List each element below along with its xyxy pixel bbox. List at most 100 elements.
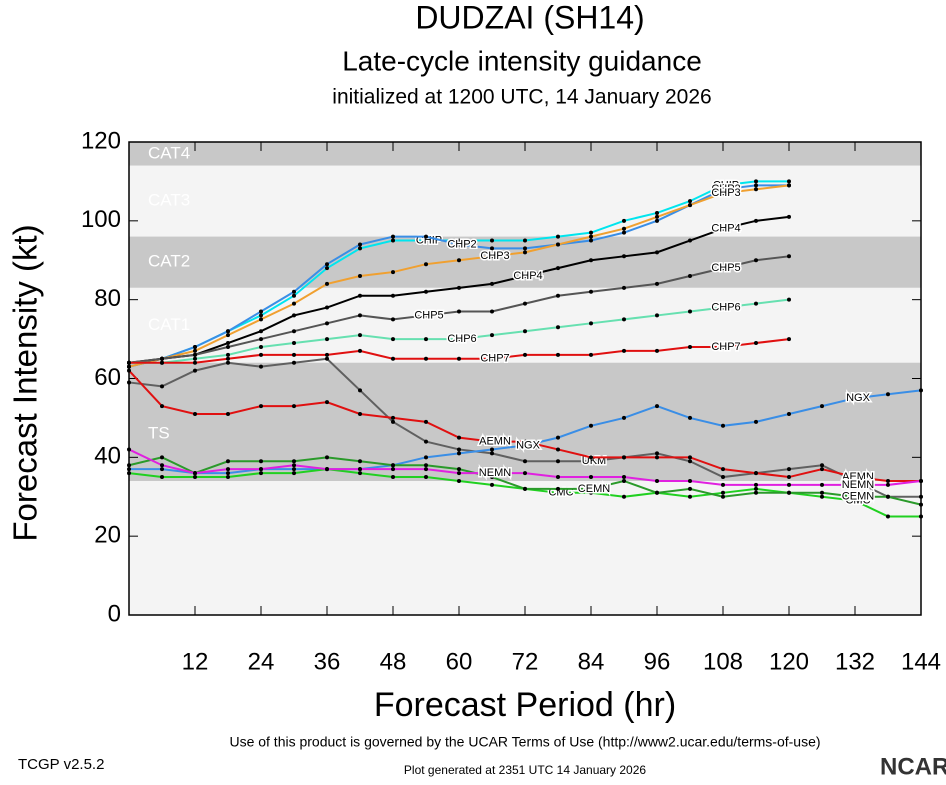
series-point [721, 494, 725, 499]
series-point [754, 341, 758, 346]
series-label: NEMN [842, 479, 874, 491]
y-tick-label: 100 [81, 206, 121, 233]
x-tick-label: 24 [248, 648, 275, 675]
series-point [358, 471, 362, 476]
series-point [358, 242, 362, 247]
series-point [688, 478, 692, 483]
series-point [523, 439, 527, 444]
series-point [490, 356, 494, 361]
series-point [919, 502, 923, 507]
series-point [556, 459, 560, 464]
series-label: AEMN [842, 471, 874, 483]
series-point [358, 293, 362, 298]
series-point [754, 187, 758, 192]
series-point [193, 352, 197, 357]
series-point [886, 482, 890, 487]
series-point [358, 459, 362, 464]
series-point [391, 337, 395, 342]
series-point [688, 494, 692, 499]
series-point [523, 238, 527, 243]
series-point [358, 274, 362, 279]
series-point [655, 348, 659, 353]
series-point [292, 459, 296, 464]
series-point [589, 238, 593, 243]
band-label: CAT3 [148, 191, 190, 210]
series-point [391, 317, 395, 322]
series-point [655, 451, 659, 456]
series-point [556, 447, 560, 452]
series-point [886, 392, 890, 397]
series-point [457, 467, 461, 472]
series-point [820, 404, 824, 409]
series-point [787, 254, 791, 259]
series-point [160, 404, 164, 409]
series-point [325, 321, 329, 326]
series-point [655, 404, 659, 409]
series-point [688, 486, 692, 491]
series-point [193, 411, 197, 416]
series-point [259, 404, 263, 409]
series-point [523, 471, 527, 476]
series-point [358, 313, 362, 318]
series-label: CEMN [842, 491, 874, 503]
series-point [391, 234, 395, 239]
series-point [292, 341, 296, 346]
series-point [226, 356, 230, 361]
series-point [919, 388, 923, 393]
series-point [226, 344, 230, 349]
series-point [457, 309, 461, 314]
series-point [424, 439, 428, 444]
series-point [787, 411, 791, 416]
series-point [457, 435, 461, 440]
series-point [424, 356, 428, 361]
series-point [721, 305, 725, 310]
series-point [820, 482, 824, 487]
series-point [622, 415, 626, 420]
series-point [919, 478, 923, 483]
series-point [853, 475, 857, 480]
band-label: TS [148, 423, 170, 442]
series-point [226, 475, 230, 480]
series-point [226, 411, 230, 416]
series-point [127, 463, 131, 468]
series-point [721, 187, 725, 192]
y-tick-label: 80 [94, 285, 121, 312]
series-point [655, 250, 659, 255]
series-point [688, 415, 692, 420]
intensity-band [129, 165, 921, 237]
series-point [259, 309, 263, 314]
series-point [160, 455, 164, 460]
series-point [589, 258, 593, 263]
y-tick-label: 120 [81, 127, 121, 154]
series-point [556, 352, 560, 357]
series-point [721, 191, 725, 196]
series-point [688, 238, 692, 243]
series-point [226, 471, 230, 476]
series-label: CHP7 [711, 341, 740, 353]
series-point [127, 467, 131, 472]
series-point [787, 467, 791, 472]
series-point [325, 455, 329, 460]
series-point [358, 348, 362, 353]
series-point [589, 455, 593, 460]
series-point [160, 384, 164, 389]
series-point [655, 218, 659, 223]
series-label: NGX [846, 392, 871, 404]
series-point [358, 246, 362, 251]
series-point [226, 459, 230, 464]
series-point [622, 285, 626, 290]
series-point [820, 463, 824, 468]
series-point [325, 356, 329, 361]
series-point [523, 459, 527, 464]
band-label: CAT1 [148, 315, 190, 334]
x-axis-label: Forecast Period (hr) [374, 686, 676, 724]
series-point [622, 226, 626, 231]
init-text: initialized at 1200 UTC, 14 January 2026 [332, 86, 711, 109]
series-point [391, 238, 395, 243]
series-point [292, 471, 296, 476]
series-point [358, 388, 362, 393]
series-point [589, 234, 593, 239]
y-tick-label: 60 [94, 364, 121, 391]
series-point [292, 329, 296, 334]
series-point [358, 333, 362, 338]
